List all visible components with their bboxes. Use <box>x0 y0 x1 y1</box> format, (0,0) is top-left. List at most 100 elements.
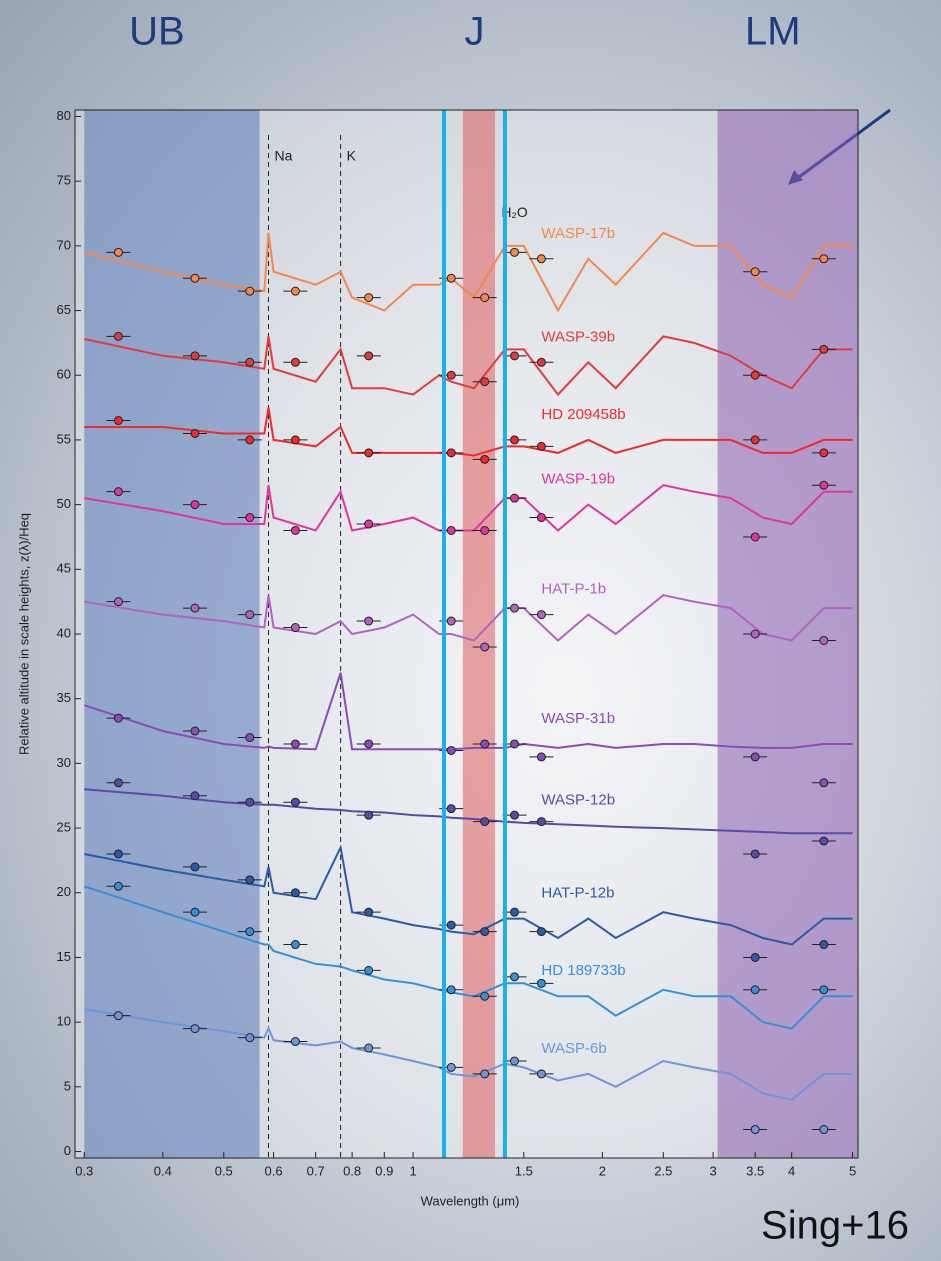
y-tick-label: 35 <box>57 690 71 705</box>
observation <box>191 1025 199 1033</box>
x-tick-label: 1.5 <box>515 1163 533 1178</box>
observation <box>291 1038 299 1046</box>
observation <box>246 798 254 806</box>
observation <box>820 837 828 845</box>
observation <box>365 294 373 302</box>
series-label: WASP-6b <box>541 1040 606 1057</box>
observation <box>365 740 373 748</box>
x-tick-label: 0.9 <box>375 1163 393 1178</box>
y-tick-label: 30 <box>57 755 71 770</box>
y-tick-label: 15 <box>57 949 71 964</box>
y-axis-label: Relative altitude in scale heights, z(λ)… <box>16 513 31 755</box>
observation <box>820 986 828 994</box>
observation <box>246 734 254 742</box>
y-tick-label: 20 <box>57 884 71 899</box>
region-label: J <box>464 10 484 54</box>
y-tick-label: 75 <box>57 173 71 188</box>
observation <box>511 248 519 256</box>
observation <box>246 611 254 619</box>
observation <box>246 514 254 522</box>
region-band <box>718 110 858 1158</box>
observation <box>481 643 489 651</box>
observation <box>114 598 122 606</box>
observation <box>291 889 299 897</box>
x-tick-label: 3.5 <box>746 1163 764 1178</box>
observation <box>511 494 519 502</box>
observation <box>191 792 199 800</box>
observation <box>246 928 254 936</box>
observation <box>447 921 455 929</box>
y-tick-label: 5 <box>64 1078 71 1093</box>
y-tick-label: 65 <box>57 302 71 317</box>
observation <box>511 740 519 748</box>
observation <box>481 526 489 534</box>
observation <box>537 611 545 619</box>
observation <box>365 352 373 360</box>
observation <box>114 714 122 722</box>
observation <box>751 630 759 638</box>
observation <box>191 429 199 437</box>
observation <box>246 1034 254 1042</box>
observation <box>447 526 455 534</box>
observation <box>751 753 759 761</box>
credit: Sing+16 <box>761 1204 909 1248</box>
observation <box>511 604 519 612</box>
x-tick-label: 0.3 <box>75 1163 93 1178</box>
observation <box>511 973 519 981</box>
y-tick-label: 40 <box>57 625 71 640</box>
observation <box>114 488 122 496</box>
observation <box>511 436 519 444</box>
observation <box>114 248 122 256</box>
region-label: UB <box>129 10 185 54</box>
observation <box>447 805 455 813</box>
observation <box>820 636 828 644</box>
observation <box>114 1012 122 1020</box>
observation <box>191 501 199 509</box>
observation <box>365 908 373 916</box>
observation <box>246 436 254 444</box>
observation <box>447 746 455 754</box>
series-label: HAT-P-1b <box>541 581 606 598</box>
series-label: HD 189733b <box>541 962 625 979</box>
observation <box>511 908 519 916</box>
observation <box>114 882 122 890</box>
observation <box>365 1044 373 1052</box>
observation <box>191 863 199 871</box>
observation <box>751 371 759 379</box>
observation <box>511 811 519 819</box>
observation <box>365 811 373 819</box>
observation <box>291 287 299 295</box>
observation <box>447 617 455 625</box>
chart: Wavelength (μm) Relative altitude in sca… <box>0 0 941 1261</box>
observation <box>751 850 759 858</box>
observation <box>246 876 254 884</box>
observation <box>191 352 199 360</box>
observation <box>820 345 828 353</box>
observation <box>511 1057 519 1065</box>
observation <box>291 436 299 444</box>
observation <box>191 274 199 282</box>
observation <box>447 1063 455 1071</box>
y-tick-label: 80 <box>57 108 71 123</box>
x-axis-label: Wavelength (μm) <box>421 1193 520 1208</box>
series-label: WASP-17b <box>541 225 615 242</box>
observation <box>365 617 373 625</box>
observation <box>365 520 373 528</box>
x-tick-label: 5 <box>849 1163 856 1178</box>
x-tick-label: 0.8 <box>343 1163 361 1178</box>
observation <box>537 255 545 263</box>
observation <box>291 358 299 366</box>
observation <box>447 986 455 994</box>
series-label: WASP-12b <box>541 791 615 808</box>
observation <box>481 740 489 748</box>
x-tick-label: 0.7 <box>307 1163 325 1178</box>
observation <box>291 526 299 534</box>
series-label: HAT-P-12b <box>541 885 614 902</box>
y-tick-label: 60 <box>57 367 71 382</box>
observation <box>537 928 545 936</box>
x-tick-label: 0.6 <box>265 1163 283 1178</box>
observation <box>537 514 545 522</box>
y-tick-label: 0 <box>64 1143 71 1158</box>
observation <box>114 417 122 425</box>
observation <box>537 979 545 987</box>
